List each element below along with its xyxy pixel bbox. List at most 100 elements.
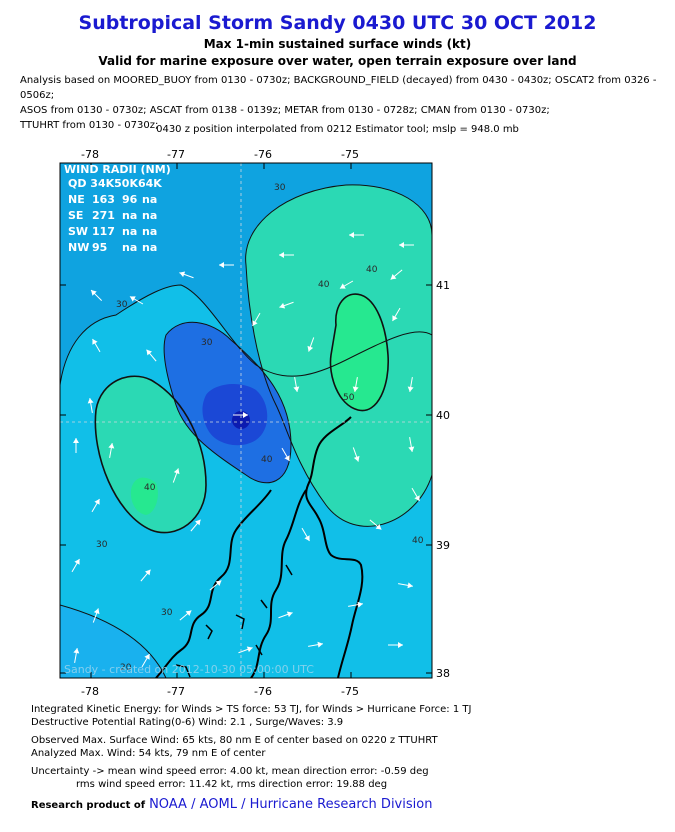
wind-arrow [279, 252, 294, 258]
wind-arrow [411, 487, 420, 502]
wind-arrow [408, 437, 415, 452]
wind-radii-header: QD 34K50K64K [68, 177, 162, 190]
wind-radii-row: SE 271 na na [68, 209, 157, 222]
storm-center [232, 411, 250, 429]
wind-field-map: -78 -77 -76 -75 -78 -77 -76 -75 41 40 39… [59, 148, 450, 698]
coastline-nj-delmarva [305, 416, 364, 678]
credit-prefix: Research product of [31, 800, 146, 811]
wind-arrow [172, 468, 180, 483]
center-crosshair [60, 163, 432, 678]
contour-label: 30 [116, 300, 128, 310]
wind-arrow [252, 312, 261, 327]
wind-arrow [307, 337, 315, 352]
contour-lines [60, 184, 432, 678]
map-title: Subtropical Storm Sandy 0430 UTC 30 OCT … [78, 12, 597, 34]
wind-arrow [73, 648, 80, 663]
wind-arrow [352, 447, 360, 462]
lat-label-right-38: 38 [436, 667, 450, 680]
wind-arrow [390, 269, 403, 280]
analyzed-wind-line: Analyzed Max. Wind: 54 kts, 79 nm E of c… [31, 748, 266, 759]
lat-label-right-39: 39 [436, 539, 450, 552]
coastline-chesapeake [155, 489, 272, 678]
contour-line-50kt [329, 293, 389, 412]
radii-64kt: na [142, 209, 157, 222]
contour-label: 30 [274, 183, 286, 193]
wind-arrow [281, 447, 290, 462]
contour-fill-50kt [330, 294, 389, 411]
wind-arrow [348, 601, 363, 608]
contour-label: 30 [96, 540, 108, 550]
dpr-line: Destructive Potential Rating(0-6) Wind: … [31, 717, 344, 728]
radii-34kt: 271 [92, 209, 115, 222]
observed-wind-line: Observed Max. Surface Wind: 65 kts, 80 n… [31, 735, 438, 746]
lat-label-right-41: 41 [436, 279, 450, 292]
wind-arrow [399, 242, 414, 248]
lon-label-bottom-78: -78 [81, 685, 99, 698]
wind-arrow [129, 296, 144, 305]
wind-arrows [71, 232, 420, 668]
map-subtitle-exposure: Valid for marine exposure over water, op… [98, 54, 577, 68]
uncertainty-line-1: Uncertainty -> mean wind speed error: 4.… [31, 766, 429, 777]
lon-label-top-75: -75 [341, 148, 359, 161]
lon-label-top-78: -78 [81, 148, 99, 161]
map-watermark: Sandy - created on 2012-10-30 05:00:00 U… [64, 663, 314, 676]
contour-line-30kt [60, 284, 432, 386]
wind-arrow [233, 412, 248, 418]
wind-radii-row: SW 117 na na [68, 225, 157, 238]
radii-50kt: na [122, 241, 137, 254]
coastline-bay-shore [250, 489, 307, 678]
wind-arrow [388, 642, 403, 648]
contour-label: 40 [318, 280, 330, 290]
tick-marks [60, 163, 432, 678]
position-note: 0430 z position interpolated from 0212 E… [156, 124, 519, 135]
wind-radii-row: NW 95 na na [68, 241, 157, 254]
radii-quadrant: NW [68, 241, 89, 254]
radii-34kt: 117 [92, 225, 115, 238]
wind-arrow [308, 641, 323, 648]
wind-arrow [407, 377, 414, 392]
contour-label: 40 [261, 455, 273, 465]
wind-arrow [73, 438, 79, 453]
contour-fill-40kt-west [95, 376, 206, 533]
wind-arrow [278, 611, 293, 619]
analysis-line-1: Analysis based on MOORED_BUOY from 0130 … [20, 75, 657, 101]
wind-radii-title: WIND RADII (NM) [64, 163, 171, 176]
radii-50kt: na [122, 209, 137, 222]
wind-arrow [293, 377, 300, 392]
analysis-line-2: ASOS from 0130 - 0730z; ASCAT from 0138 … [20, 105, 550, 116]
wind-radii-table: WIND RADII (NM) QD 34K50K64K NE 163 96 n… [64, 163, 171, 254]
lon-label-top-76: -76 [254, 148, 272, 161]
map-subtitle-winds: Max 1-min sustained surface winds (kt) [203, 37, 472, 51]
wind-arrow [369, 519, 382, 530]
wind-radii-row: NE 163 96 na [68, 193, 157, 206]
wind-arrow [301, 527, 310, 542]
analysis-line-3: TTUHRT from 0130 - 0730z; [20, 120, 159, 131]
radii-64kt: na [142, 193, 157, 206]
wind-arrow [179, 271, 194, 279]
radii-quadrant: SE [68, 209, 83, 222]
radii-34kt: 95 [92, 241, 107, 254]
contour-line-40kt-east [245, 184, 432, 527]
wind-arrow [90, 289, 103, 302]
contour-line-20kt [60, 604, 167, 678]
lon-label-top-77: -77 [167, 148, 185, 161]
wind-arrow [352, 377, 359, 392]
lon-label-bottom-77: -77 [167, 685, 185, 698]
uncertainty-line-2: rms wind speed error: 11.42 kt, rms dire… [76, 779, 388, 790]
contour-fill-20kt [60, 605, 166, 678]
wind-arrow [209, 580, 222, 591]
research-credit: Research product of NOAA / AOML / Hurrica… [31, 797, 432, 812]
radii-quadrant: NE [68, 193, 85, 206]
contour-label: 40 [412, 536, 424, 546]
wind-arrow [349, 232, 364, 238]
radii-50kt: 96 [122, 193, 138, 206]
wind-arrow [279, 301, 294, 309]
wind-arrow [108, 443, 115, 458]
wind-arrow [91, 498, 100, 513]
wind-arrow [339, 280, 354, 289]
wind-arrow [190, 519, 201, 532]
radii-64kt: na [142, 225, 157, 238]
credit-organization[interactable]: NOAA / AOML / Hurricane Research Divisio… [149, 797, 433, 812]
contour-fill-45kt [130, 477, 158, 515]
ike-line: Integrated Kinetic Energy: for Winds > T… [31, 704, 472, 715]
